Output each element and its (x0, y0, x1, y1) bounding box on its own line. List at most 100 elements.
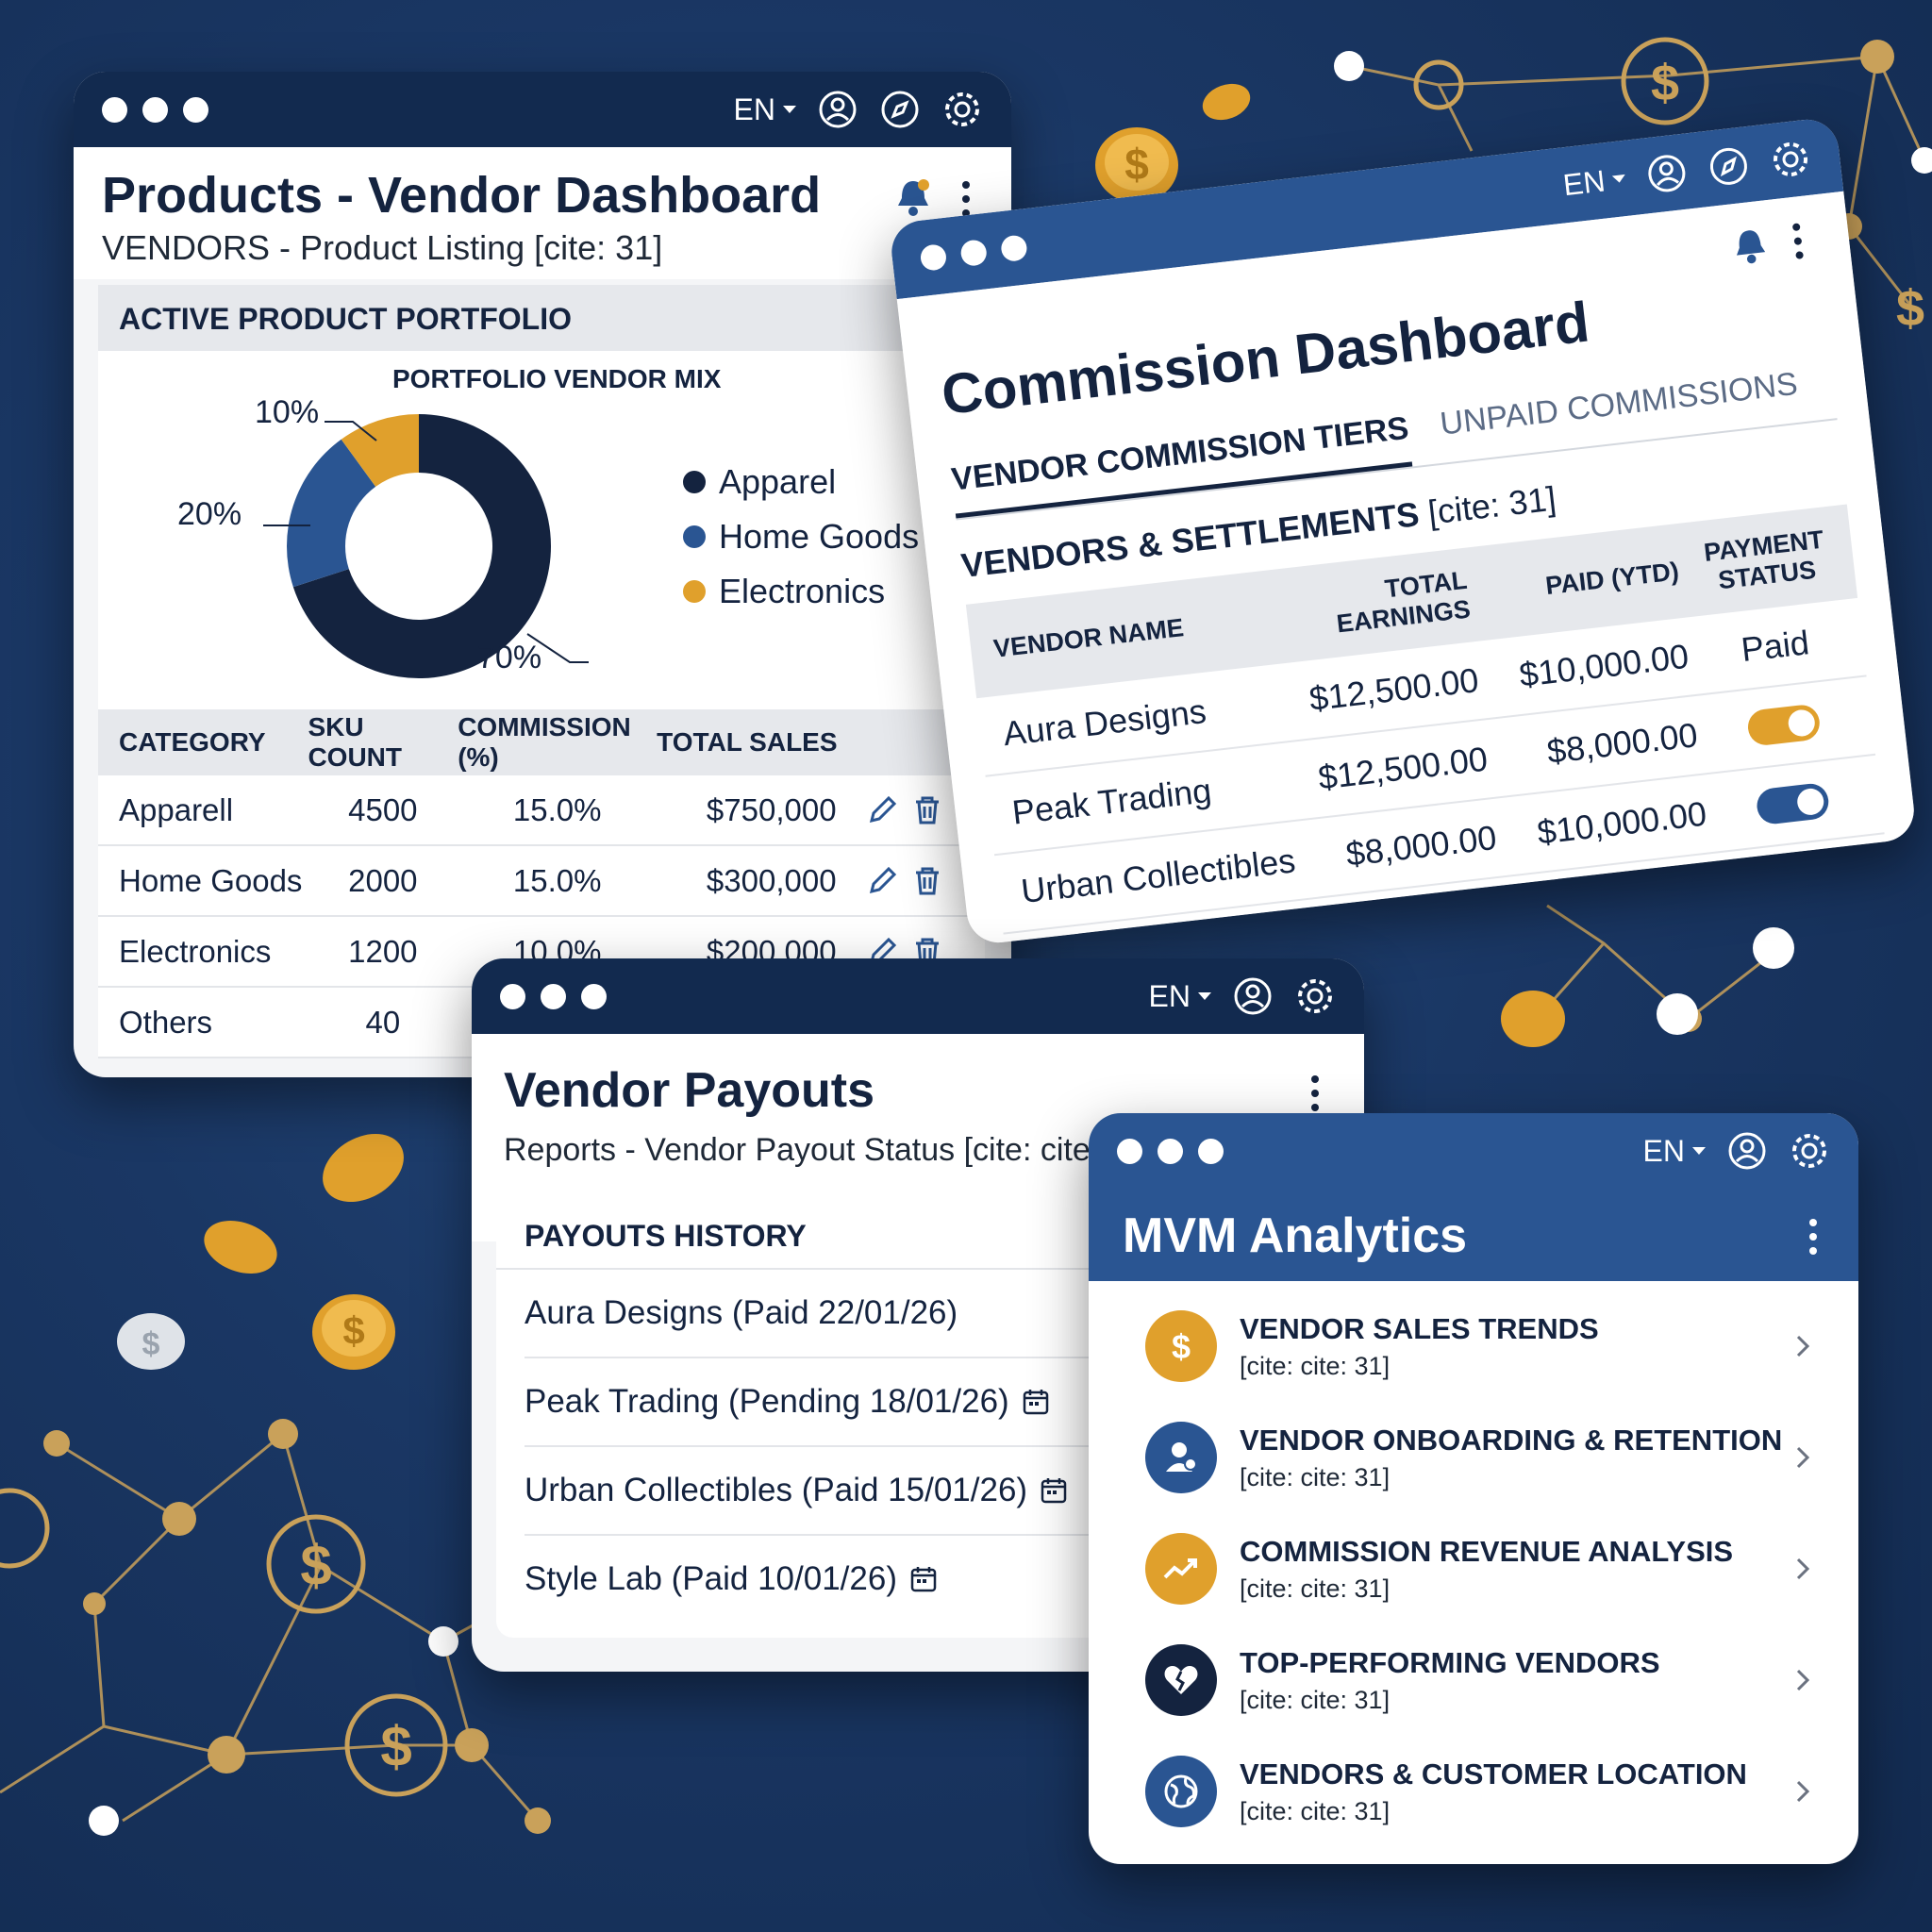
language-selector[interactable]: EN (734, 92, 796, 127)
page-title: MVM Analytics (1123, 1208, 1468, 1263)
payment-status-toggle[interactable] (1746, 703, 1823, 747)
bell-icon[interactable] (894, 177, 932, 217)
list-item[interactable]: Style Lab (Paid 10/01/26) (525, 1536, 1336, 1623)
analytics-item-location[interactable]: VENDORS & CUSTOMER LOCATION [cite: cite: … (1145, 1736, 1817, 1847)
window-dot[interactable] (999, 234, 1028, 263)
window-dot[interactable] (1158, 1139, 1183, 1164)
edit-icon[interactable] (866, 865, 898, 897)
list-item[interactable]: Aura Designs (Paid 22/01/26) (525, 1270, 1336, 1358)
calendar-icon[interactable] (1039, 1475, 1069, 1506)
more-menu-icon[interactable] (1809, 1219, 1817, 1261)
window-dot[interactable] (102, 97, 127, 123)
svg-text:$: $ (1172, 1327, 1191, 1366)
cell-earnings: $12,500.00 (1316, 739, 1490, 797)
chevron-right-icon[interactable] (1789, 1443, 1817, 1472)
gear-icon[interactable] (1789, 1130, 1830, 1172)
more-menu-icon[interactable] (1311, 1075, 1319, 1118)
payment-status-toggle[interactable] (1755, 781, 1831, 826)
gear-icon[interactable] (1768, 137, 1814, 183)
cell-category: Others (98, 987, 308, 1058)
more-menu-icon[interactable] (1791, 223, 1805, 266)
window-dot[interactable] (500, 984, 525, 1009)
item-subtitle: [cite: cite: 31] (1240, 1574, 1391, 1603)
window-dot[interactable] (919, 243, 948, 272)
more-menu-icon[interactable] (962, 181, 970, 224)
item-subtitle: [cite: cite: 31] (1240, 1462, 1391, 1491)
commission-content: Commission Dashboard VENDOR COMMISSION T… (896, 191, 1918, 946)
chevron-right-icon[interactable] (1789, 1666, 1817, 1694)
window-dot[interactable] (1198, 1139, 1224, 1164)
delete-icon[interactable] (911, 794, 943, 826)
delete-icon[interactable] (911, 865, 943, 897)
analytics-item-onboarding[interactable]: VENDOR ONBOARDING & RETENTION [cite: cite… (1145, 1402, 1817, 1513)
item-title: VENDORS & CUSTOMER LOCATION (1240, 1757, 1747, 1790)
leader-line (325, 421, 377, 441)
column-header: SKU COUNT (308, 709, 458, 775)
bell-icon[interactable] (1730, 225, 1770, 266)
chevron-right-icon[interactable] (1789, 1777, 1817, 1806)
edit-icon[interactable] (866, 794, 898, 826)
window-dot[interactable] (541, 984, 566, 1009)
chart-title: PORTFOLIO VENDOR MIX (392, 364, 722, 393)
title-bar: EN (74, 72, 1011, 147)
caret-down-icon (1611, 174, 1626, 184)
header: Products - Vendor Dashboard VENDORS - Pr… (74, 147, 1011, 279)
analytics-item-top-vendors[interactable]: TOP-PERFORMING VENDORS [cite: cite: 31] (1145, 1624, 1817, 1736)
user-icon[interactable] (1232, 975, 1274, 1017)
window-controls (1117, 1139, 1224, 1164)
title-bar: EN (1089, 1113, 1858, 1192)
table-row: Home Goods 2000 15.0% $300,000 (98, 845, 985, 917)
heart-icon (1145, 1644, 1217, 1716)
window-dot[interactable] (581, 984, 607, 1009)
title-bar: EN (472, 958, 1364, 1034)
chart-legend: Apparel Home Goods Electronics (683, 462, 919, 626)
chevron-right-icon[interactable] (1789, 1332, 1817, 1360)
analytics-item-sales-trends[interactable]: $ VENDOR SALES TRENDS [cite: cite: 31] (1145, 1291, 1817, 1402)
title-bar: EN (888, 116, 1844, 300)
item-subtitle: [cite: cite: 31] (1240, 1685, 1391, 1714)
cell-earnings: $12,500.00 (1307, 660, 1481, 719)
analytics-item-commission-revenue[interactable]: COMMISSION REVENUE ANALYSIS [cite: cite: … (1145, 1513, 1817, 1624)
user-icon[interactable] (1726, 1130, 1768, 1172)
svg-text:$: $ (300, 1534, 331, 1597)
svg-text:$: $ (342, 1308, 364, 1353)
caret-down-icon (783, 106, 796, 113)
item-title: VENDOR SALES TRENDS (1240, 1311, 1599, 1345)
calendar-icon[interactable] (1021, 1387, 1051, 1417)
language-selector[interactable]: EN (1149, 979, 1211, 1014)
column-header: PAYMENT STATUS (1702, 525, 1825, 595)
language-selector[interactable]: EN (1561, 160, 1627, 202)
user-icon (1145, 1422, 1217, 1493)
gear-icon[interactable] (941, 89, 983, 130)
category-table: CATEGORY SKU COUNT COMMISSION (%) TOTAL … (98, 709, 985, 1058)
list-item[interactable]: Urban Collectibles (Paid 15/01/26) (525, 1447, 1336, 1536)
cell-category: Electronics (98, 916, 308, 988)
gear-icon[interactable] (1294, 975, 1336, 1017)
language-selector[interactable]: EN (1643, 1134, 1706, 1169)
column-header: TOTAL SALES (657, 709, 865, 775)
tab-unpaid-commissions[interactable]: UNPAID COMMISSIONS (1438, 365, 1800, 442)
svg-text:$: $ (380, 1715, 411, 1778)
compass-icon[interactable] (879, 89, 921, 130)
window-dot[interactable] (1117, 1139, 1142, 1164)
cell-commission: 15.0% (458, 845, 658, 917)
compass-icon[interactable] (1706, 143, 1752, 190)
user-icon[interactable] (817, 89, 858, 130)
list-item[interactable]: Peak Trading (Pending 18/01/26) (525, 1358, 1336, 1447)
leader-line (526, 633, 589, 663)
user-icon[interactable] (1644, 151, 1690, 197)
item-title: COMMISSION REVENUE ANALYSIS (1240, 1534, 1734, 1568)
chevron-right-icon[interactable] (1789, 1555, 1817, 1583)
window-dot[interactable] (959, 239, 989, 268)
mvm-analytics-window: EN MVM Analytics $ VENDOR SALES TRENDS [c… (1089, 1113, 1858, 1864)
cell-paid: $8,000.00 (1544, 715, 1700, 772)
calendar-icon[interactable] (908, 1564, 939, 1594)
item-title: VENDOR ONBOARDING & RETENTION (1240, 1423, 1783, 1457)
panel-title: PAYOUTS HISTORY (496, 1194, 1307, 1270)
window-dot[interactable] (183, 97, 208, 123)
cell-vendor-name: Peak Trading (1009, 770, 1214, 832)
portfolio-panel: ACTIVE PRODUCT PORTFOLIO PORTFOLIO VENDO… (98, 285, 985, 1058)
window-dot[interactable] (142, 97, 168, 123)
svg-text:$: $ (1651, 55, 1679, 111)
item-title: TOP-PERFORMING VENDORS (1240, 1645, 1660, 1679)
